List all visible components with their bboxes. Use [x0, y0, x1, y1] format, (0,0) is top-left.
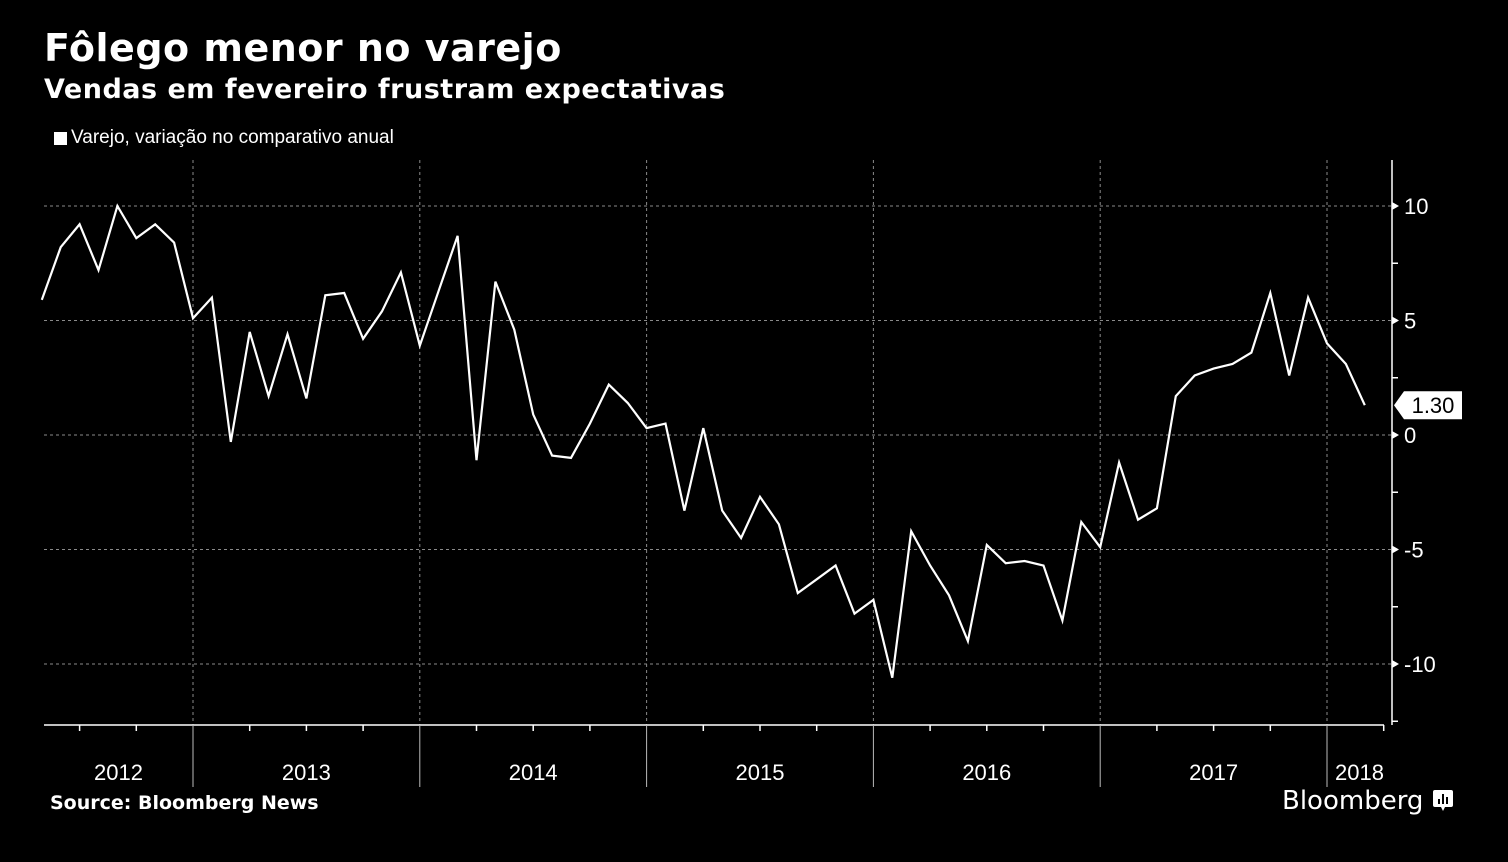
legend-label: Varejo, variação no comparativo anual: [71, 127, 394, 148]
grid-layer: [44, 160, 1392, 725]
chart-subtitle: Vendas em fevereiro frustram expectativa…: [44, 74, 726, 105]
x-tick-label: 2016: [962, 760, 1011, 785]
series-layer: [40, 203, 1366, 678]
y-tick-label: 5: [1404, 309, 1416, 334]
label-layer: 10 5 0 -5 -10 2012 2013 2014 2015 2016 2017 2018 1.3…: [94, 194, 1462, 785]
x-tick-label: 2018: [1335, 760, 1384, 785]
y-tick-marker: [1392, 660, 1399, 668]
x-tick-label: 2012: [94, 760, 143, 785]
x-tick-label: 2015: [736, 760, 785, 785]
y-tick-label: -5: [1404, 538, 1424, 563]
axis-layer: [44, 160, 1399, 787]
last-value-label: 1.30: [1412, 393, 1455, 418]
y-tick-marker: [1392, 316, 1399, 325]
x-tick-label: 2017: [1189, 760, 1238, 785]
y-tick-marker: [1392, 431, 1399, 439]
legend-swatch: [54, 131, 67, 145]
y-tick-label: -10: [1404, 652, 1436, 677]
x-tick-label: 2013: [282, 760, 331, 785]
last-value-badge: [1394, 391, 1462, 420]
brand-name: Bloomberg: [1282, 786, 1424, 816]
series-line: [40, 203, 1366, 678]
bloomberg-logo: Bloomberg: [1282, 786, 1454, 816]
y-tick-marker: [1392, 545, 1399, 554]
chart-title: Fôlego menor no varejo: [44, 26, 562, 70]
legend: Varejo, variação no comparativo anual: [54, 127, 394, 149]
y-tick-label: 0: [1404, 423, 1416, 448]
source-note: Source: Bloomberg News: [50, 792, 319, 814]
x-tick-label: 2014: [509, 760, 558, 785]
y-tick-label: 10: [1404, 194, 1428, 219]
y-tick-marker: [1392, 202, 1399, 210]
bloomberg-chart-icon: [1433, 790, 1454, 811]
